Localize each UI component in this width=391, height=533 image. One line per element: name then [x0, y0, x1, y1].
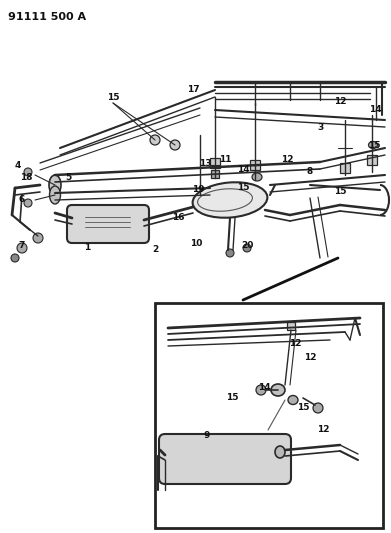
Ellipse shape	[50, 186, 61, 204]
Bar	[367, 155, 377, 165]
Text: 15: 15	[107, 93, 119, 101]
Text: 12: 12	[281, 156, 293, 165]
Circle shape	[313, 403, 323, 413]
Circle shape	[24, 168, 32, 176]
Text: 1: 1	[84, 244, 90, 253]
Text: 10: 10	[190, 239, 202, 248]
FancyBboxPatch shape	[67, 205, 149, 243]
Text: 6: 6	[19, 196, 25, 205]
Text: 5: 5	[65, 174, 71, 182]
Bar	[211, 170, 219, 178]
Text: 8: 8	[307, 167, 313, 176]
Text: 15: 15	[297, 403, 309, 413]
Text: 18: 18	[20, 174, 32, 182]
Text: 19: 19	[192, 185, 204, 195]
Circle shape	[150, 135, 160, 145]
Text: 12: 12	[317, 425, 329, 434]
Ellipse shape	[288, 395, 298, 405]
Circle shape	[226, 249, 234, 257]
Text: 2: 2	[152, 246, 158, 254]
Text: 4: 4	[15, 160, 21, 169]
Text: 12: 12	[304, 353, 316, 362]
Text: 15: 15	[334, 188, 346, 197]
Circle shape	[243, 244, 251, 252]
Bar	[210, 158, 220, 168]
Bar	[287, 322, 295, 330]
Text: 20: 20	[241, 241, 253, 251]
Bar	[340, 163, 350, 173]
Circle shape	[170, 140, 180, 150]
Text: 14: 14	[237, 166, 249, 174]
Ellipse shape	[193, 182, 267, 218]
Ellipse shape	[252, 173, 262, 181]
Text: 16: 16	[172, 214, 184, 222]
Ellipse shape	[368, 141, 377, 149]
Circle shape	[11, 254, 19, 262]
Circle shape	[33, 233, 43, 243]
Text: 15: 15	[368, 141, 380, 149]
Text: 7: 7	[19, 240, 25, 249]
Circle shape	[24, 199, 32, 207]
FancyBboxPatch shape	[159, 434, 291, 484]
Circle shape	[256, 385, 266, 395]
Text: 91111 500 A: 91111 500 A	[8, 12, 86, 22]
Text: 12: 12	[334, 98, 346, 107]
Text: 9: 9	[204, 431, 210, 440]
Text: 13: 13	[199, 158, 211, 167]
Text: 12: 12	[289, 338, 301, 348]
Ellipse shape	[49, 175, 61, 195]
Bar	[250, 160, 260, 170]
Circle shape	[17, 243, 27, 253]
Text: 15: 15	[237, 183, 249, 192]
Text: 17: 17	[187, 85, 199, 93]
Ellipse shape	[275, 446, 285, 458]
Text: 14: 14	[258, 383, 270, 392]
Ellipse shape	[271, 384, 285, 396]
Text: 15: 15	[226, 393, 238, 402]
Text: 14: 14	[369, 106, 381, 115]
Text: 3: 3	[317, 123, 323, 132]
Bar	[155, 303, 383, 528]
Text: 11: 11	[219, 156, 231, 165]
